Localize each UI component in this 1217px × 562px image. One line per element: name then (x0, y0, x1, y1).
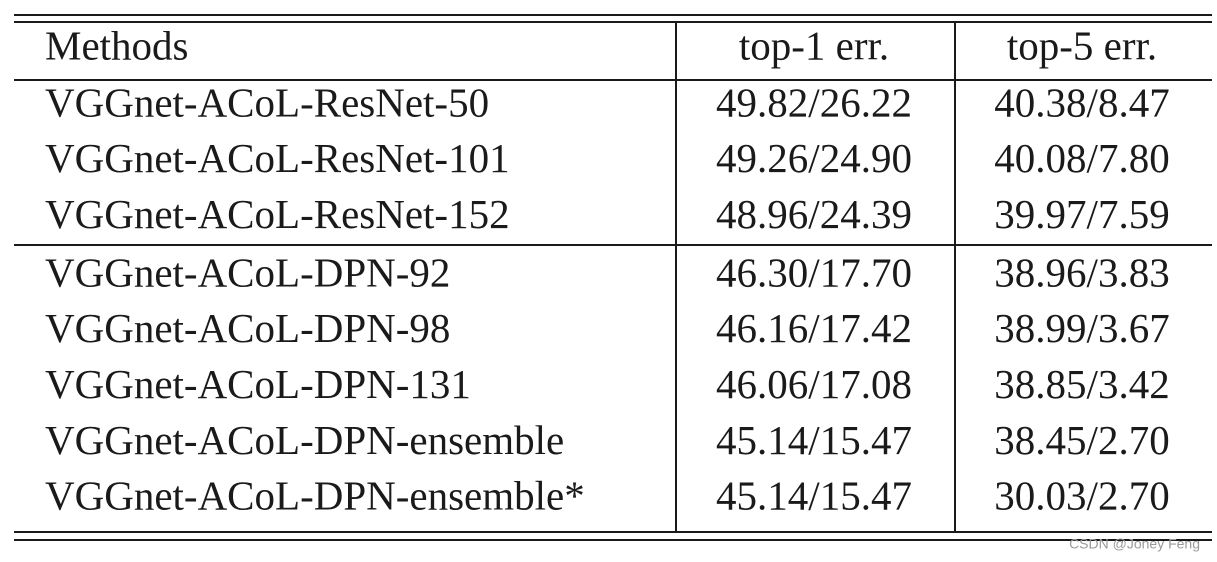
cell: VGGnet-ACoL-ResNet-152 (45, 191, 510, 237)
cell: 48.96/24.39 (716, 191, 912, 237)
cell: 49.26/24.90 (716, 135, 912, 181)
cell: 39.97/7.59 (994, 191, 1169, 237)
cell: VGGnet-ACoL-ResNet-50 (45, 79, 489, 125)
cell: VGGnet-ACoL-DPN-ensemble (45, 417, 564, 463)
cell: 45.14/15.47 (716, 473, 912, 519)
cell: 38.96/3.83 (994, 249, 1169, 295)
cell: 38.45/2.70 (994, 417, 1169, 463)
cell: 40.08/7.80 (994, 135, 1169, 181)
cell: 30.03/2.70 (994, 473, 1169, 519)
cell: 46.06/17.08 (716, 361, 912, 407)
cell: 49.82/26.22 (716, 79, 912, 125)
cell: 38.99/3.67 (994, 305, 1169, 351)
cell: VGGnet-ACoL-ResNet-101 (45, 135, 510, 181)
cell: 40.38/8.47 (994, 79, 1169, 125)
cell: 46.30/17.70 (716, 249, 912, 295)
cell: VGGnet-ACoL-DPN-ensemble* (45, 473, 585, 519)
cell: VGGnet-ACoL-DPN-131 (45, 361, 471, 407)
header-cell: top-1 err. (739, 22, 889, 68)
cell: VGGnet-ACoL-DPN-92 (45, 249, 450, 295)
header-cell: top-5 err. (1007, 22, 1157, 68)
header-cell: Methods (45, 22, 189, 68)
watermark: CSDN @Joney Feng (1069, 536, 1200, 552)
cell: 46.16/17.42 (716, 305, 912, 351)
cell: 38.85/3.42 (994, 361, 1169, 407)
cell: VGGnet-ACoL-DPN-98 (45, 305, 450, 351)
cell: 45.14/15.47 (716, 417, 912, 463)
